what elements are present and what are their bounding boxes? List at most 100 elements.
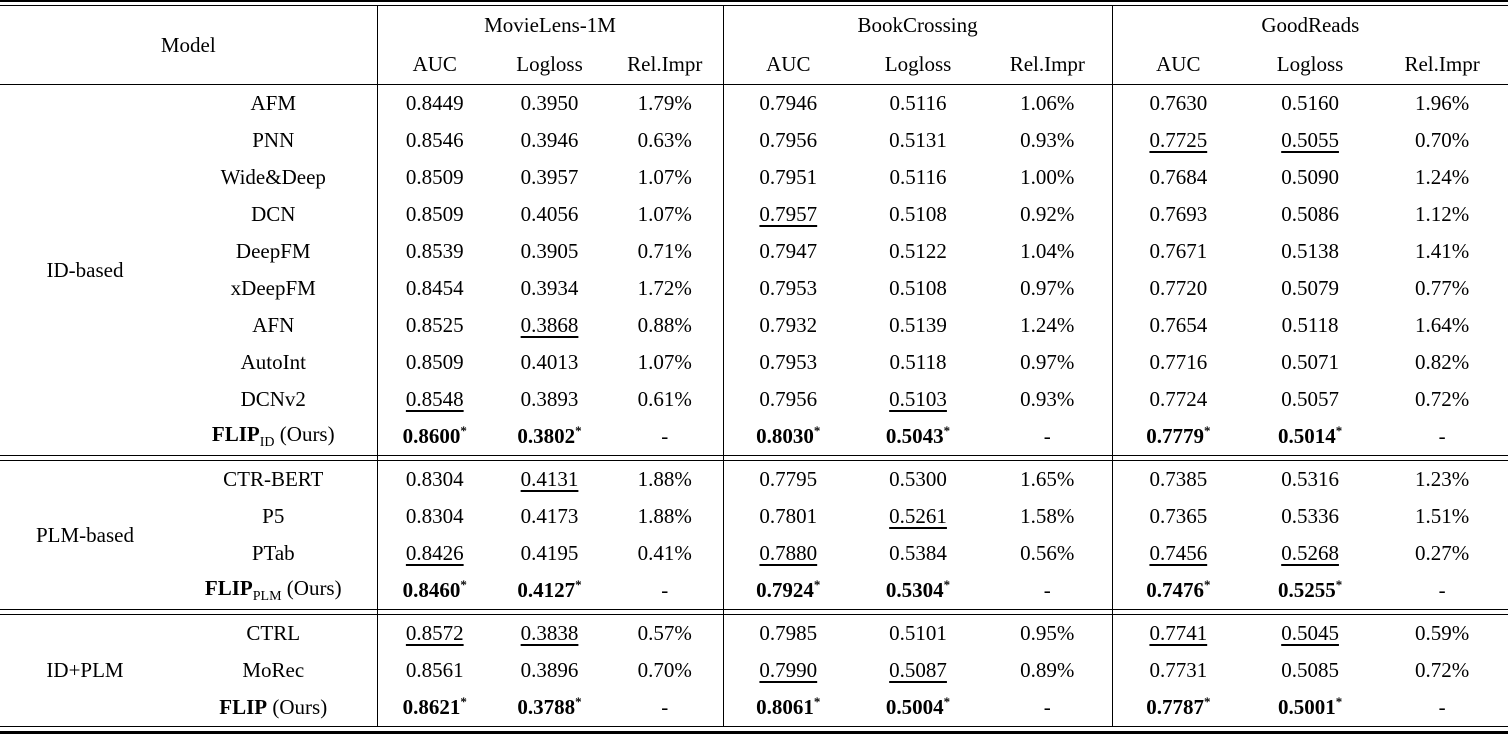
table-header: Model MovieLens-1M BookCrossing GoodRead… xyxy=(0,5,1508,85)
metric-value: - xyxy=(1438,424,1446,448)
cell-movielens-auc: 0.8561 xyxy=(376,652,493,689)
cell-goodreads-logloss: 0.5138 xyxy=(1244,233,1376,270)
cell-movielens-auc: 0.8546 xyxy=(376,122,493,159)
table-body: ID-based AFM 0.8449 0.3950 1.79% 0.7946 0.5116… xyxy=(0,84,1508,727)
cell-goodreads-auc: 0.7693 xyxy=(1111,196,1245,233)
cell-goodreads-relimpr: 0.77% xyxy=(1376,270,1508,307)
metric-value: 0.7947 xyxy=(759,239,818,263)
row-group-label: ID+PLM xyxy=(46,658,124,682)
metric-value: 0.82% xyxy=(1414,350,1470,374)
metric-value: 1.96% xyxy=(1414,91,1470,115)
cell-bookcrossing-auc: 0.7801 xyxy=(722,498,854,535)
cell-movielens-relimpr: 0.63% xyxy=(607,122,723,159)
metric-value: 0.7684 xyxy=(1149,165,1208,189)
cell-bookcrossing-relimpr: 0.95% xyxy=(983,615,1112,653)
metric-value: 0.3802 xyxy=(517,424,576,448)
metric-value: - xyxy=(1043,695,1051,719)
cell-goodreads-logloss: 0.5057 xyxy=(1244,381,1376,418)
metric-value: 1.79% xyxy=(637,91,692,115)
metric-value: 0.7956 xyxy=(759,128,818,152)
cell-bookcrossing-relimpr: 0.93% xyxy=(983,122,1112,159)
significance-star: * xyxy=(813,423,821,438)
metric-value: 0.5268 xyxy=(1281,541,1339,565)
cell-goodreads-relimpr: 1.23% xyxy=(1376,461,1508,499)
cell-bookcrossing-auc: 0.7947 xyxy=(722,233,854,270)
model-name: PTab xyxy=(170,535,377,572)
separator-cell xyxy=(607,455,724,461)
cell-goodreads-logloss: 0.5268 xyxy=(1244,535,1376,572)
model-base-label: AutoInt xyxy=(240,350,306,374)
cell-movielens-auc: 0.8304 xyxy=(376,460,493,498)
cell-bookcrossing-auc: 0.7795 xyxy=(722,460,854,498)
metric-value: 0.88% xyxy=(637,313,692,337)
results-table-container: Model MovieLens-1M BookCrossing GoodRead… xyxy=(0,0,1508,734)
cell-goodreads-logloss: 0.5316 xyxy=(1244,461,1376,499)
metric-value: 0.95% xyxy=(1020,621,1075,645)
cell-movielens-relimpr: - xyxy=(607,689,723,727)
model-name: AFM xyxy=(170,85,377,123)
metric-header-goodreads-auc: AUC xyxy=(1111,45,1245,85)
cell-bookcrossing-auc: 0.7956 xyxy=(722,381,854,418)
metric-value: 1.72% xyxy=(637,276,692,300)
cell-goodreads-logloss: 0.5090 xyxy=(1244,159,1376,196)
cell-goodreads-relimpr: 0.82% xyxy=(1376,344,1508,381)
cell-goodreads-auc: 0.7787* xyxy=(1111,689,1245,727)
cell-movielens-relimpr: 1.79% xyxy=(607,85,723,123)
cell-bookcrossing-auc: 0.8030* xyxy=(722,418,854,456)
metric-value: 0.5336 xyxy=(1281,504,1339,528)
cell-bookcrossing-logloss: 0.5304* xyxy=(853,572,983,610)
cell-movielens-auc: 0.8600* xyxy=(376,418,493,456)
metric-value: 0.8460 xyxy=(402,578,461,602)
metric-value: 0.7671 xyxy=(1149,239,1208,263)
significance-star: * xyxy=(1335,577,1343,592)
cell-movielens-relimpr: 0.41% xyxy=(607,535,723,572)
metric-value: 0.7795 xyxy=(759,467,818,491)
model-base-label: CTR-BERT xyxy=(223,467,324,491)
cell-goodreads-relimpr: 0.72% xyxy=(1376,652,1508,689)
cell-bookcrossing-logloss: 0.5122 xyxy=(853,233,983,270)
table-row: FLIPPLM (Ours) 0.8460* 0.4127* -0.7924* 0.53… xyxy=(0,572,1508,610)
metric-value: - xyxy=(1438,695,1446,719)
metric-value: 0.5116 xyxy=(889,91,947,115)
table-row: DCNv2 0.8548 0.3893 0.61% 0.7956 0.5103 0.93% 0… xyxy=(0,381,1508,418)
metric-value: 0.3950 xyxy=(520,91,579,115)
cell-goodreads-relimpr: 0.72% xyxy=(1376,381,1508,418)
cell-goodreads-relimpr: 0.27% xyxy=(1376,535,1508,572)
model-base-label: DCNv2 xyxy=(240,387,306,411)
cell-movielens-logloss: 0.3905 xyxy=(492,233,607,270)
cell-movielens-relimpr: 1.07% xyxy=(607,344,723,381)
cell-bookcrossing-relimpr: - xyxy=(983,572,1112,610)
cell-bookcrossing-logloss: 0.5087 xyxy=(853,652,983,689)
cell-bookcrossing-relimpr: - xyxy=(983,689,1112,727)
separator-cell xyxy=(492,609,608,615)
cell-goodreads-auc: 0.7630 xyxy=(1111,84,1245,122)
metric-value: 0.7946 xyxy=(759,91,818,115)
metric-value: 0.8546 xyxy=(405,128,464,152)
metric-value: 0.3905 xyxy=(520,239,579,263)
cell-bookcrossing-auc: 0.7957 xyxy=(722,196,854,233)
cell-goodreads-logloss: 0.5079 xyxy=(1244,270,1376,307)
cell-movielens-relimpr: - xyxy=(607,418,723,456)
model-name: Wide&Deep xyxy=(170,159,377,196)
table-row: FLIPID (Ours) 0.8600* 0.3802* -0.8030* 0.504… xyxy=(0,418,1508,456)
metric-value: 0.7924 xyxy=(756,578,814,602)
metric-value: 0.8509 xyxy=(405,350,464,374)
separator-cell xyxy=(853,609,984,615)
cell-goodreads-logloss: 0.5071 xyxy=(1244,344,1376,381)
cell-movielens-relimpr: 1.88% xyxy=(607,461,723,499)
cell-movielens-auc: 0.8304 xyxy=(376,498,493,535)
cell-bookcrossing-relimpr: 1.06% xyxy=(983,85,1112,123)
cell-goodreads-relimpr: 1.51% xyxy=(1376,498,1508,535)
metric-value: 0.72% xyxy=(1414,658,1470,682)
cell-movielens-logloss: 0.3788* xyxy=(492,689,607,727)
metric-header-goodreads-logloss: Logloss xyxy=(1276,52,1344,76)
metric-header-movielens-relimpr: Rel.Impr xyxy=(627,52,703,76)
separator-cell xyxy=(1244,455,1377,461)
significance-star: * xyxy=(460,423,467,438)
cell-goodreads-auc: 0.7385 xyxy=(1111,460,1245,498)
model-base-label: MoRec xyxy=(242,658,305,682)
metric-value: 0.5085 xyxy=(1281,658,1339,682)
metric-value: 0.61% xyxy=(637,387,692,411)
metric-value: 1.23% xyxy=(1414,467,1470,491)
metric-value: 0.3946 xyxy=(520,128,579,152)
